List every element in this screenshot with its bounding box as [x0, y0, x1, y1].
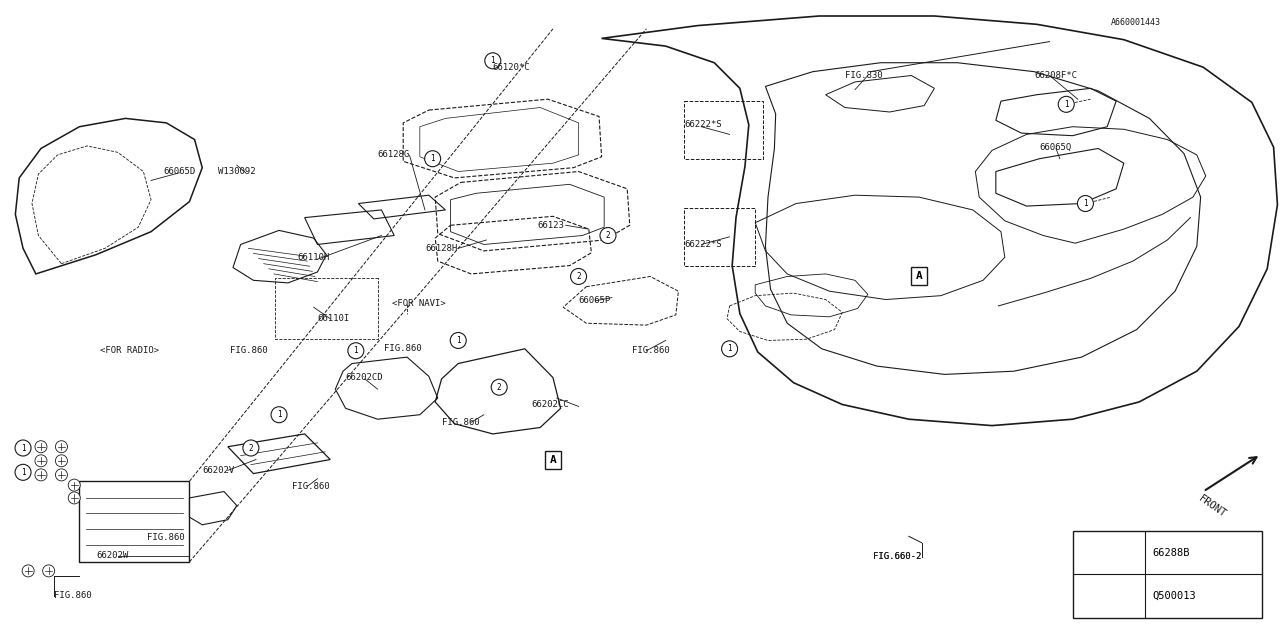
Circle shape	[571, 269, 586, 285]
Text: 1: 1	[430, 154, 435, 163]
Circle shape	[451, 333, 466, 349]
Text: 66065P: 66065P	[579, 296, 611, 305]
Text: 66110H: 66110H	[297, 253, 329, 262]
Circle shape	[1100, 544, 1117, 562]
Text: <FOR RADIO>: <FOR RADIO>	[100, 346, 159, 355]
Text: 66202CD: 66202CD	[346, 373, 383, 382]
Text: A660001443: A660001443	[1111, 18, 1161, 27]
Text: 66123: 66123	[538, 221, 564, 230]
Circle shape	[273, 410, 285, 422]
Text: 2: 2	[1106, 548, 1111, 557]
Circle shape	[1079, 198, 1092, 209]
Text: A: A	[549, 454, 557, 465]
Text: A: A	[915, 271, 923, 282]
Text: 1: 1	[353, 346, 358, 355]
Circle shape	[349, 346, 362, 358]
Circle shape	[55, 455, 68, 467]
Circle shape	[68, 479, 81, 491]
Text: 1: 1	[1083, 199, 1088, 208]
Text: 66128G: 66128G	[378, 150, 410, 159]
Circle shape	[426, 153, 439, 164]
Circle shape	[271, 407, 287, 423]
Circle shape	[244, 442, 257, 454]
Text: 1: 1	[20, 444, 26, 452]
Text: FRONT: FRONT	[1197, 493, 1228, 519]
Circle shape	[55, 441, 68, 452]
Text: 66288B: 66288B	[1152, 548, 1189, 558]
Text: <FOR NAVI>: <FOR NAVI>	[392, 299, 445, 308]
Text: 66065D: 66065D	[164, 167, 196, 176]
Text: 1: 1	[456, 336, 461, 345]
Text: 2: 2	[576, 272, 581, 281]
Circle shape	[485, 53, 500, 69]
Bar	[1073, 531, 1262, 618]
Text: FIG.860: FIG.860	[442, 418, 479, 427]
Circle shape	[602, 230, 614, 241]
Circle shape	[22, 565, 35, 577]
Text: 2: 2	[497, 383, 502, 392]
Circle shape	[15, 465, 31, 480]
Circle shape	[35, 469, 47, 481]
Text: FIG.860: FIG.860	[292, 482, 329, 491]
Circle shape	[42, 565, 55, 577]
Circle shape	[723, 343, 736, 355]
Circle shape	[35, 455, 47, 467]
Text: 1: 1	[490, 56, 495, 65]
Circle shape	[348, 343, 364, 359]
Text: 2: 2	[248, 444, 253, 452]
Circle shape	[493, 381, 506, 393]
Text: 2: 2	[605, 231, 611, 240]
Text: 1: 1	[20, 468, 26, 477]
Text: 1: 1	[276, 410, 282, 419]
Text: 1: 1	[727, 344, 732, 353]
Text: 66202V: 66202V	[202, 466, 234, 475]
Circle shape	[722, 341, 737, 357]
Circle shape	[15, 440, 31, 456]
Bar	[545, 451, 561, 468]
Bar	[911, 268, 927, 285]
Circle shape	[600, 228, 616, 244]
Circle shape	[492, 379, 507, 396]
Circle shape	[243, 440, 259, 456]
Circle shape	[35, 441, 47, 452]
Circle shape	[452, 335, 465, 346]
Text: 66120*C: 66120*C	[493, 63, 530, 72]
Text: 1: 1	[1064, 100, 1069, 109]
Text: 66202CC: 66202CC	[531, 400, 568, 409]
Text: FIG.860: FIG.860	[384, 344, 421, 353]
Text: 1: 1	[1106, 591, 1111, 600]
Circle shape	[486, 55, 499, 67]
Circle shape	[425, 151, 440, 167]
Text: FIG.860: FIG.860	[54, 591, 91, 600]
Text: 66222*S: 66222*S	[685, 240, 722, 249]
Text: FIG.860: FIG.860	[147, 533, 184, 542]
Text: 66208F*C: 66208F*C	[1034, 71, 1078, 80]
Circle shape	[55, 469, 68, 481]
Circle shape	[1100, 587, 1117, 605]
Circle shape	[1078, 196, 1093, 212]
Text: 66065Q: 66065Q	[1039, 143, 1071, 152]
Circle shape	[68, 492, 81, 504]
Circle shape	[572, 271, 585, 282]
Text: FIG.660-2: FIG.660-2	[873, 552, 922, 561]
Text: W130092: W130092	[218, 167, 255, 176]
Text: FIG.830: FIG.830	[845, 71, 882, 80]
Text: 66202W: 66202W	[96, 551, 128, 560]
Text: FIG.860: FIG.860	[632, 346, 669, 355]
Text: 66128H: 66128H	[425, 244, 457, 253]
Text: Q500013: Q500013	[1152, 591, 1196, 601]
Bar	[275, 278, 378, 339]
Text: 66222*S: 66222*S	[685, 120, 722, 129]
Circle shape	[1059, 97, 1074, 113]
Circle shape	[1060, 99, 1073, 110]
Text: FIG.860: FIG.860	[230, 346, 268, 355]
Text: 66110I: 66110I	[317, 314, 349, 323]
Text: FIG.660-2: FIG.660-2	[873, 552, 922, 561]
